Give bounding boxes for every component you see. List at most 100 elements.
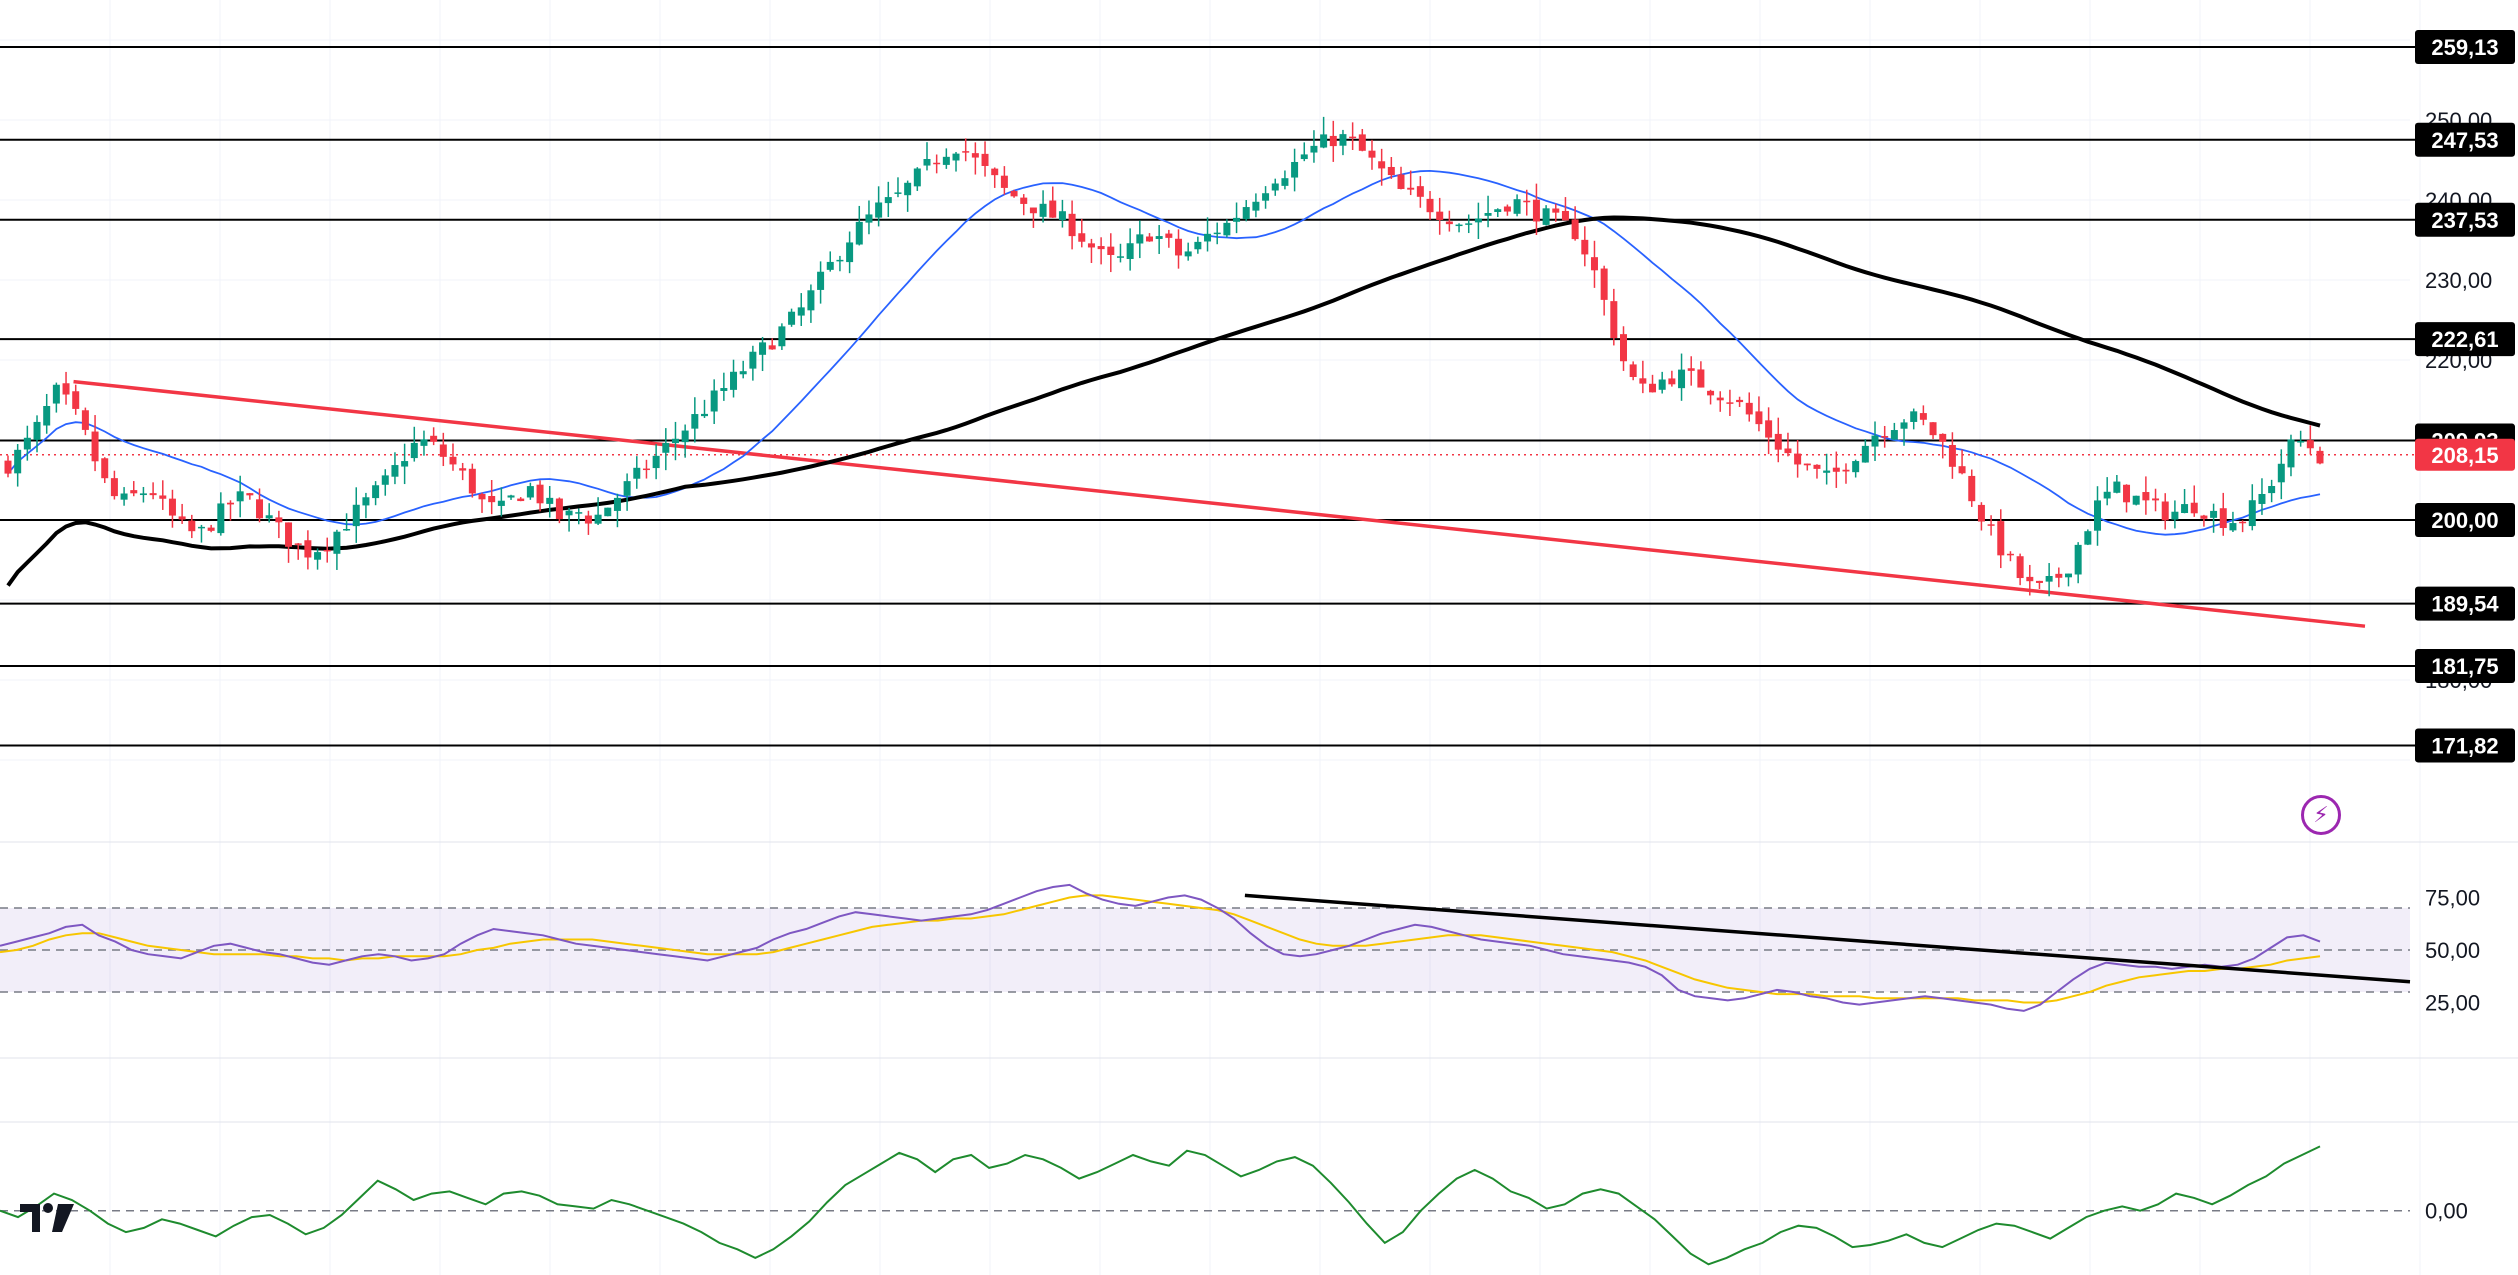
candle-body bbox=[1078, 233, 1086, 242]
candle-body bbox=[1387, 166, 1395, 176]
candle-body bbox=[1049, 200, 1057, 218]
candle-body bbox=[2181, 504, 2189, 514]
candle-body bbox=[2045, 576, 2053, 582]
candle-body bbox=[1919, 413, 1927, 420]
candle-body bbox=[391, 465, 399, 477]
candle-body bbox=[942, 156, 950, 165]
candle-body bbox=[130, 490, 138, 494]
candle-body bbox=[149, 493, 157, 496]
candle-body bbox=[449, 456, 457, 465]
candle-body bbox=[1194, 241, 1202, 250]
candle-body bbox=[1300, 154, 1308, 160]
candle-body bbox=[1426, 198, 1434, 213]
candle-body bbox=[710, 390, 718, 412]
candle-body bbox=[478, 494, 486, 500]
candle-body bbox=[2248, 500, 2256, 527]
candle-body bbox=[565, 510, 573, 516]
candle-body bbox=[2297, 441, 2305, 443]
level-badge-label: 259,13 bbox=[2431, 35, 2498, 60]
candle-body bbox=[1223, 222, 1231, 236]
candle-body bbox=[759, 342, 767, 355]
candle-body bbox=[546, 497, 554, 504]
candle-body bbox=[1765, 420, 1773, 438]
level-badge bbox=[2415, 122, 2515, 157]
candle-body bbox=[2035, 580, 2043, 583]
candle-body bbox=[1358, 134, 1366, 151]
candle-body bbox=[778, 326, 786, 347]
candle-body bbox=[1881, 436, 1889, 438]
candle-body bbox=[604, 507, 612, 517]
candle-body bbox=[1484, 213, 1492, 216]
candle-body bbox=[168, 498, 176, 516]
candle-body bbox=[178, 516, 186, 520]
candle-body bbox=[1320, 134, 1328, 148]
candle-body bbox=[517, 498, 525, 502]
candle-body bbox=[1126, 243, 1134, 260]
candle-body bbox=[217, 503, 225, 534]
candle-body bbox=[1842, 469, 1850, 472]
candle-body bbox=[285, 522, 293, 547]
candle-body bbox=[1329, 135, 1337, 147]
candle-body bbox=[1813, 464, 1821, 469]
candle-body bbox=[1474, 218, 1482, 223]
candle-body bbox=[2161, 501, 2169, 521]
candle-body bbox=[1010, 190, 1018, 197]
oscillator-axis-tick: 25,00 bbox=[2425, 991, 2480, 1016]
candle-body bbox=[207, 527, 215, 531]
candle-body bbox=[352, 504, 360, 527]
candle-body bbox=[2142, 492, 2150, 501]
candle-body bbox=[1291, 161, 1299, 178]
candle-body bbox=[1058, 211, 1066, 221]
candle-body bbox=[594, 514, 602, 524]
candle-body bbox=[836, 259, 844, 262]
candle-body bbox=[188, 520, 196, 532]
candle-body bbox=[1339, 134, 1347, 146]
candle-body bbox=[1039, 203, 1047, 217]
candle-body bbox=[1020, 197, 1028, 204]
candle-body bbox=[2103, 491, 2111, 499]
trendlines bbox=[73, 379, 2366, 628]
candle-body bbox=[1590, 257, 1598, 271]
indicator-band bbox=[0, 907, 2410, 993]
candle-body bbox=[1532, 199, 1540, 222]
candle-body bbox=[652, 455, 660, 469]
candle-body bbox=[1861, 445, 1869, 463]
candle-body bbox=[817, 271, 825, 290]
candle-body bbox=[62, 383, 70, 395]
oscillator-signal-line bbox=[0, 894, 2321, 1004]
candle-body bbox=[275, 517, 283, 523]
candle-body bbox=[1794, 453, 1802, 465]
candle-body bbox=[2006, 553, 2014, 556]
candle-body bbox=[1803, 463, 1811, 466]
oscillator-axis-tick: 75,00 bbox=[2425, 886, 2480, 911]
support-resistance-levels bbox=[0, 45, 2415, 747]
candle-body bbox=[236, 491, 244, 502]
candle-body bbox=[1252, 201, 1260, 211]
candle-body bbox=[1445, 221, 1453, 225]
candle-body bbox=[1000, 175, 1008, 188]
candle-body bbox=[1736, 399, 1744, 403]
candle-body bbox=[1678, 369, 1686, 389]
candle-body bbox=[1116, 256, 1124, 258]
candle-body bbox=[952, 153, 960, 161]
candle-body bbox=[681, 430, 689, 443]
level-badge bbox=[2415, 322, 2515, 357]
candle-body bbox=[372, 485, 380, 499]
candle-body bbox=[91, 431, 99, 462]
candle-body bbox=[991, 168, 999, 176]
candle-body bbox=[1503, 206, 1511, 212]
level-badge bbox=[2415, 503, 2515, 537]
candle-body bbox=[1271, 183, 1279, 191]
level-badge bbox=[2415, 728, 2515, 763]
candle-body bbox=[1262, 193, 1270, 201]
candle-body bbox=[1416, 186, 1424, 197]
candle-body bbox=[52, 384, 60, 404]
candle-body bbox=[1823, 470, 1831, 473]
candle-body bbox=[33, 421, 41, 440]
candle-body bbox=[1784, 448, 1792, 454]
lightning-icon[interactable]: ⚡ bbox=[2301, 795, 2341, 835]
candle-body bbox=[1068, 213, 1076, 237]
candle-body bbox=[1658, 379, 1666, 390]
